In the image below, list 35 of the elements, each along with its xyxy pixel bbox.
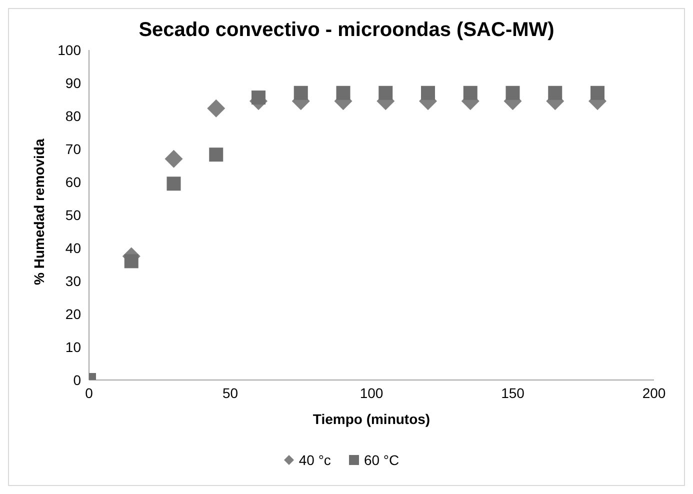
- y-tick-label: 100: [58, 42, 82, 58]
- point: [336, 86, 350, 100]
- x-tick-label: 200: [642, 384, 666, 401]
- y-tick-label: 80: [65, 108, 82, 124]
- legend-label: 40 °c: [298, 452, 331, 468]
- point: [294, 86, 308, 100]
- y-tick-label: 20: [65, 306, 82, 322]
- point: [590, 86, 604, 100]
- point: [548, 86, 562, 100]
- y-tick-label: 0: [73, 372, 82, 388]
- point: [421, 86, 435, 100]
- x-axis-title: Tiempo (minutos): [312, 411, 430, 427]
- point: [124, 254, 138, 268]
- point: [166, 176, 181, 191]
- y-tick-label: 10: [65, 338, 82, 355]
- point: [378, 86, 393, 100]
- point: [252, 90, 266, 105]
- point: [207, 99, 226, 118]
- x-tick-label: 150: [501, 384, 525, 401]
- point: [463, 86, 478, 100]
- y-tick-label: 90: [65, 74, 82, 91]
- legend-label: 60 °C: [364, 452, 400, 468]
- y-tick-label: 30: [65, 272, 82, 289]
- y-tick-label: 60: [65, 174, 82, 190]
- point: [209, 148, 224, 162]
- y-tick-label: 50: [65, 206, 82, 223]
- y-axis-title: % Humedad removida: [30, 138, 47, 285]
- x-tick-label: 0: [85, 384, 94, 401]
- y-tick-label: 70: [65, 140, 82, 157]
- point: [164, 150, 183, 168]
- x-tick-label: 100: [360, 384, 384, 401]
- y-tick-label: 40: [65, 240, 82, 256]
- x-tick-label: 50: [222, 384, 238, 401]
- point: [506, 86, 520, 100]
- chart-title: Secado convectivo - microondas (SAC-MW): [138, 19, 556, 42]
